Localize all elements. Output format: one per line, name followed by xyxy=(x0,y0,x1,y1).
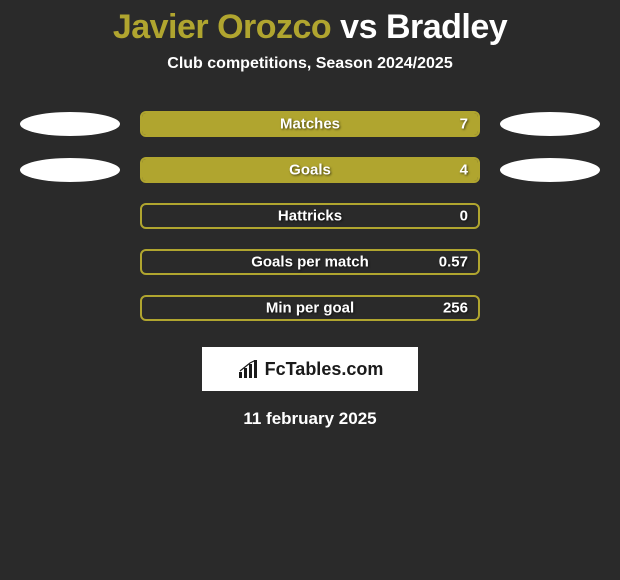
stat-value: 7 xyxy=(460,116,468,133)
stat-bar: Hattricks 0 xyxy=(140,203,480,229)
stat-row: Min per goal 256 xyxy=(0,295,620,321)
date-label: 11 february 2025 xyxy=(0,409,620,429)
spacer xyxy=(500,204,600,228)
stat-row: Goals 4 xyxy=(0,157,620,183)
stats-comparison-card: Javier Orozco vs Bradley Club competitio… xyxy=(0,0,620,429)
stat-bar: Matches 7 xyxy=(140,111,480,137)
player1-name: Javier Orozco xyxy=(113,8,331,46)
stat-value: 0 xyxy=(460,208,468,225)
stat-value: 0.57 xyxy=(439,254,468,271)
stat-label: Matches xyxy=(280,116,340,133)
player-marker-left xyxy=(20,112,120,136)
source-logo: FcTables.com xyxy=(202,347,418,391)
spacer xyxy=(500,296,600,320)
vs-separator: vs xyxy=(340,8,377,46)
stat-bar: Goals per match 0.57 xyxy=(140,249,480,275)
stat-bar: Goals 4 xyxy=(140,157,480,183)
spacer xyxy=(500,250,600,274)
player2-name: Bradley xyxy=(386,8,507,46)
stats-list: Matches 7 Goals 4 Hattricks 0 Goals per match 0… xyxy=(0,111,620,321)
stat-row: Goals per match 0.57 xyxy=(0,249,620,275)
stat-value: 4 xyxy=(460,162,468,179)
player-marker-left xyxy=(20,158,120,182)
stat-bar: Min per goal 256 xyxy=(140,295,480,321)
stat-label: Goals per match xyxy=(251,254,369,271)
stat-label: Min per goal xyxy=(266,300,354,317)
spacer xyxy=(20,250,120,274)
spacer xyxy=(20,296,120,320)
player-marker-right xyxy=(500,112,600,136)
source-logo-text: FcTables.com xyxy=(265,359,384,380)
player-marker-right xyxy=(500,158,600,182)
stat-label: Goals xyxy=(289,162,331,179)
spacer xyxy=(20,204,120,228)
stat-row: Matches 7 xyxy=(0,111,620,137)
subtitle: Club competitions, Season 2024/2025 xyxy=(0,55,620,73)
page-title: Javier Orozco vs Bradley xyxy=(0,8,620,47)
stat-value: 256 xyxy=(443,300,468,317)
stat-row: Hattricks 0 xyxy=(0,203,620,229)
stat-label: Hattricks xyxy=(278,208,342,225)
barchart-icon xyxy=(237,360,259,378)
